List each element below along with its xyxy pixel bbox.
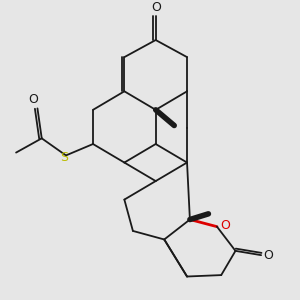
Text: S: S (61, 151, 68, 164)
Text: O: O (263, 249, 273, 262)
Text: O: O (151, 1, 160, 13)
Text: O: O (220, 219, 230, 232)
Text: O: O (28, 93, 38, 106)
